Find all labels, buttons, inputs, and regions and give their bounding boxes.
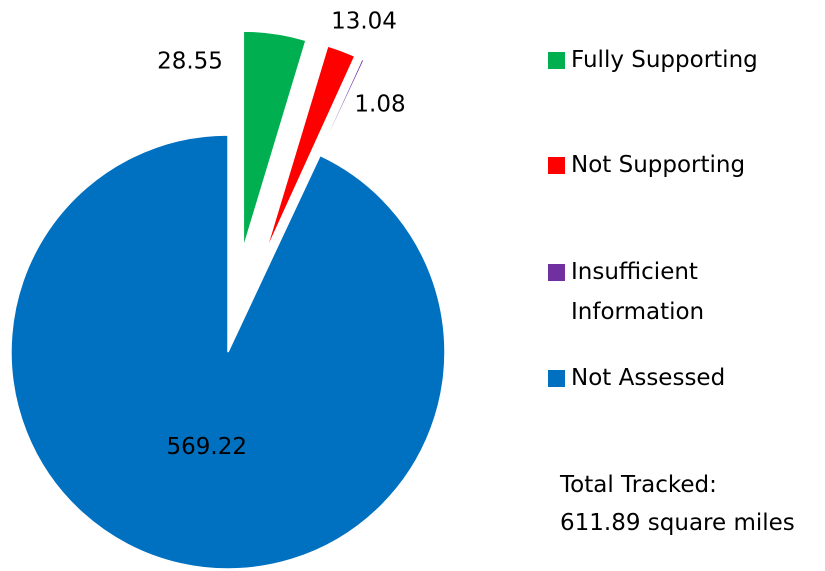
legend-swatch — [548, 52, 565, 69]
data-label: 13.04 — [331, 9, 397, 35]
annotation: 611.89 square miles — [560, 510, 795, 536]
legend-item: Not Supporting — [548, 145, 771, 185]
data-label: 1.08 — [354, 92, 405, 118]
legend-label: Not Assessed — [571, 365, 726, 391]
legend-item: Not Assessed — [548, 358, 771, 398]
legend-swatch — [548, 264, 565, 281]
annotation: Total Tracked: — [560, 472, 717, 498]
pie-slice — [264, 45, 356, 255]
legend-swatch — [548, 157, 565, 174]
legend-label: Insufficient Information — [571, 259, 705, 325]
legend-label: Not Supporting — [571, 152, 746, 178]
legend-item: Fully Supporting — [548, 40, 771, 80]
data-label: 28.55 — [157, 49, 223, 75]
legend-swatch — [548, 370, 565, 387]
legend-label: Fully Supporting — [571, 47, 758, 73]
data-label: 569.22 — [167, 434, 247, 460]
legend-item: Insufficient Information — [548, 252, 771, 332]
pie-slice — [242, 30, 307, 249]
pie-slice — [10, 134, 446, 570]
